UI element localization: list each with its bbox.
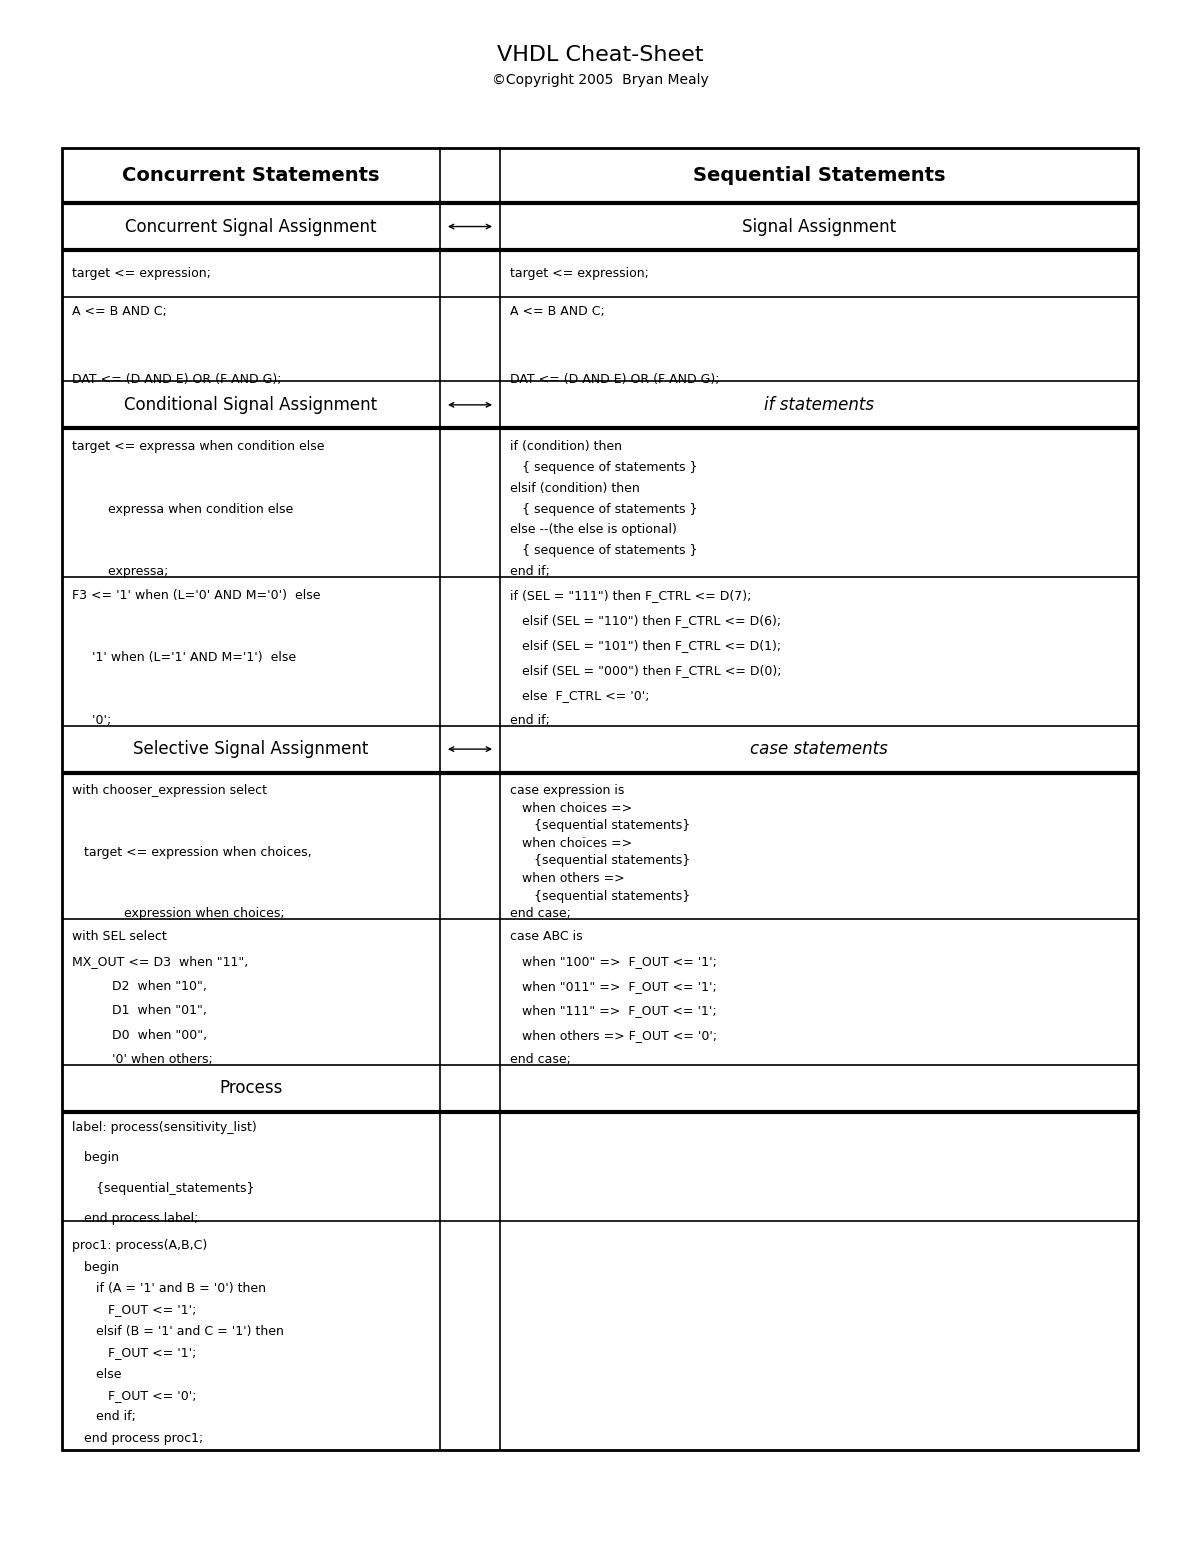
Text: target <= expression;: target <= expression; [72, 267, 211, 280]
Text: label: process(sensitivity_list): label: process(sensitivity_list) [72, 1121, 257, 1134]
Text: with chooser_expression select: with chooser_expression select [72, 784, 266, 797]
Text: VHDL Cheat-Sheet: VHDL Cheat-Sheet [497, 45, 703, 65]
Text: {sequential statements}: {sequential statements} [510, 890, 690, 902]
Text: if (SEL = "111") then F_CTRL <= D(7);: if (SEL = "111") then F_CTRL <= D(7); [510, 589, 751, 603]
Text: proc1: process(A,B,C): proc1: process(A,B,C) [72, 1239, 208, 1252]
Text: '1' when (L='1' AND M='1')  else: '1' when (L='1' AND M='1') else [72, 651, 296, 665]
Text: MX_OUT <= D3  when "11",: MX_OUT <= D3 when "11", [72, 955, 248, 968]
Text: DAT <= (D AND E) OR (F AND G);: DAT <= (D AND E) OR (F AND G); [72, 373, 282, 387]
Text: '0' when others;: '0' when others; [72, 1053, 212, 1067]
Text: Concurrent Statements: Concurrent Statements [122, 166, 379, 185]
Text: end if;: end if; [510, 565, 550, 578]
Text: when others =>: when others => [510, 871, 625, 885]
Text: begin: begin [72, 1261, 119, 1273]
Text: if (condition) then: if (condition) then [510, 439, 622, 453]
Text: else: else [72, 1368, 121, 1381]
Text: end if;: end if; [72, 1410, 136, 1423]
Text: end case;: end case; [510, 907, 571, 919]
Text: end case;: end case; [510, 1053, 571, 1067]
Text: D1  when "01",: D1 when "01", [72, 1005, 206, 1017]
Text: D0  when "00",: D0 when "00", [72, 1028, 208, 1042]
Text: Concurrent Signal Assignment: Concurrent Signal Assignment [125, 217, 377, 236]
Text: F_OUT <= '1';: F_OUT <= '1'; [72, 1303, 197, 1317]
Text: { sequence of statements }: { sequence of statements } [510, 461, 697, 474]
Text: case ABC is: case ABC is [510, 930, 583, 943]
Text: Signal Assignment: Signal Assignment [742, 217, 896, 236]
Text: when choices =>: when choices => [510, 801, 632, 815]
Text: Sequential Statements: Sequential Statements [692, 166, 946, 185]
Bar [62, 148, 1138, 1451]
Text: {sequential statements}: {sequential statements} [510, 820, 690, 832]
Text: case expression is: case expression is [510, 784, 624, 797]
Text: elsif (B = '1' and C = '1') then: elsif (B = '1' and C = '1') then [72, 1325, 284, 1337]
Text: F_OUT <= '0';: F_OUT <= '0'; [72, 1388, 197, 1402]
Text: when others => F_OUT <= '0';: when others => F_OUT <= '0'; [510, 1028, 718, 1042]
Text: end process proc1;: end process proc1; [72, 1432, 203, 1444]
Text: F3 <= '1' when (L='0' AND M='0')  else: F3 <= '1' when (L='0' AND M='0') else [72, 589, 320, 603]
Text: expressa when condition else: expressa when condition else [72, 503, 293, 516]
Text: end process label;: end process label; [72, 1213, 198, 1225]
Text: begin: begin [72, 1151, 119, 1165]
Text: '0';: '0'; [72, 714, 112, 727]
Text: target <= expression when choices,: target <= expression when choices, [72, 846, 312, 859]
Text: if (A = '1' and B = '0') then: if (A = '1' and B = '0') then [72, 1281, 266, 1295]
Text: A <= B AND C;: A <= B AND C; [510, 304, 605, 318]
Text: Selective Signal Assignment: Selective Signal Assignment [133, 741, 368, 758]
Text: when choices =>: when choices => [510, 837, 632, 849]
Text: case statements: case statements [750, 741, 888, 758]
Text: when "111" =>  F_OUT <= '1';: when "111" => F_OUT <= '1'; [510, 1005, 716, 1017]
Text: when "100" =>  F_OUT <= '1';: when "100" => F_OUT <= '1'; [510, 955, 716, 968]
Text: end if;: end if; [510, 714, 550, 727]
Text: elsif (SEL = "101") then F_CTRL <= D(1);: elsif (SEL = "101") then F_CTRL <= D(1); [510, 638, 781, 652]
Text: elsif (SEL = "000") then F_CTRL <= D(0);: elsif (SEL = "000") then F_CTRL <= D(0); [510, 663, 781, 677]
Text: { sequence of statements }: { sequence of statements } [510, 544, 697, 558]
Text: elsif (SEL = "110") then F_CTRL <= D(6);: elsif (SEL = "110") then F_CTRL <= D(6); [510, 613, 781, 627]
Text: D2  when "10",: D2 when "10", [72, 980, 206, 992]
Text: else  F_CTRL <= '0';: else F_CTRL <= '0'; [510, 688, 649, 702]
Text: Conditional Signal Assignment: Conditional Signal Assignment [125, 396, 378, 413]
Text: expression when choices;: expression when choices; [72, 907, 284, 919]
Text: {sequential statements}: {sequential statements} [510, 854, 690, 868]
Text: DAT <= (D AND E) OR (F AND G);: DAT <= (D AND E) OR (F AND G); [510, 373, 720, 387]
Text: F_OUT <= '1';: F_OUT <= '1'; [72, 1346, 197, 1359]
Text: else --(the else is optional): else --(the else is optional) [510, 523, 677, 536]
Text: { sequence of statements }: { sequence of statements } [510, 503, 697, 516]
Text: {sequential_statements}: {sequential_statements} [72, 1182, 254, 1194]
Text: A <= B AND C;: A <= B AND C; [72, 304, 167, 318]
Text: ©Copyright 2005  Bryan Mealy: ©Copyright 2005 Bryan Mealy [492, 73, 708, 87]
Text: when "011" =>  F_OUT <= '1';: when "011" => F_OUT <= '1'; [510, 980, 716, 992]
Text: if statements: if statements [764, 396, 874, 413]
Text: expressa;: expressa; [72, 565, 168, 578]
Text: with SEL select: with SEL select [72, 930, 167, 943]
Text: target <= expressa when condition else: target <= expressa when condition else [72, 439, 324, 453]
Text: target <= expression;: target <= expression; [510, 267, 649, 280]
Text: elsif (condition) then: elsif (condition) then [510, 481, 640, 495]
Text: Process: Process [220, 1079, 283, 1098]
